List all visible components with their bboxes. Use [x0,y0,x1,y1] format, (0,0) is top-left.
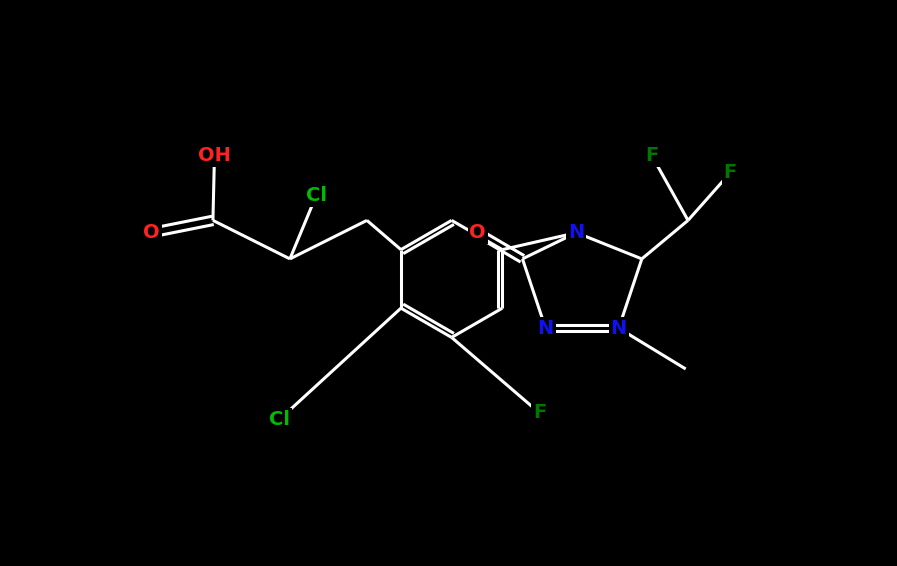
Text: Cl: Cl [269,410,291,428]
Text: N: N [537,319,553,338]
Text: F: F [533,404,546,422]
Text: N: N [568,223,585,242]
Text: O: O [469,223,486,242]
Text: Cl: Cl [306,186,327,205]
Text: N: N [611,319,627,338]
Text: O: O [143,223,160,242]
Text: OH: OH [198,146,231,165]
Text: F: F [724,163,737,182]
Text: F: F [645,146,658,165]
